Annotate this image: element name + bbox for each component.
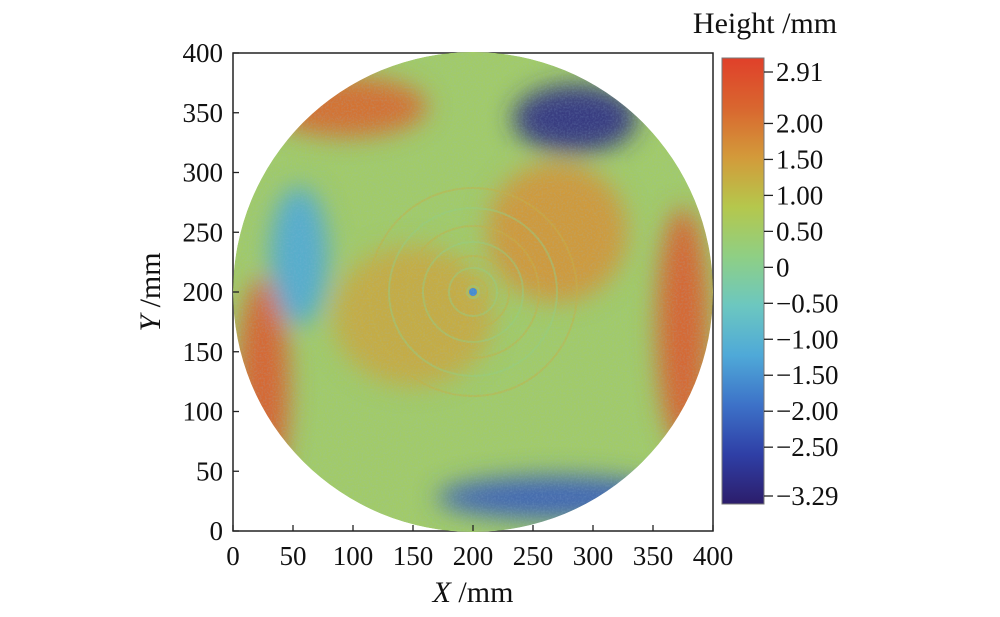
y-axis: 0 50 100 150 200 250 300 350 400: [183, 38, 239, 546]
surface-texture: [233, 53, 713, 531]
y-tick-label: 250: [183, 217, 224, 247]
colorbar-tick-label: 0.50: [776, 216, 823, 246]
colorbar-tick-label: −1.00: [776, 324, 838, 354]
y-tick-label: 400: [183, 38, 224, 68]
x-tick-label: 200: [453, 541, 494, 571]
colorbar-tick-label: 1.50: [776, 144, 823, 174]
y-axis-label: Y /mm: [134, 252, 167, 331]
colorbar-tick-label: 1.00: [776, 180, 823, 210]
y-tick-label: 150: [183, 337, 224, 367]
colorbar-tick-label: −2.50: [776, 432, 838, 462]
colorbar-ticks: 2.91 2.00 1.50 1.00 0.50 0 −0.50 −1.00 −1.50 −2.0…: [764, 57, 838, 511]
x-tick-label: 350: [633, 541, 674, 571]
x-tick-label: 0: [226, 541, 240, 571]
x-tick-label: 250: [513, 541, 554, 571]
x-tick-label: 300: [573, 541, 614, 571]
colorbar-tick-label: −3.29: [776, 481, 838, 511]
colorbar-tick-label: −1.50: [776, 360, 838, 390]
x-axis-label: X /mm: [432, 576, 514, 609]
x-tick-label: 400: [693, 541, 734, 571]
surface-map: [233, 52, 713, 532]
y-tick-label: 100: [183, 397, 224, 427]
y-tick-label: 300: [183, 158, 224, 188]
y-tick-label: 50: [196, 456, 223, 486]
y-tick-label: 200: [183, 277, 224, 307]
x-tick-label: 150: [393, 541, 434, 571]
y-tick-label: 0: [210, 516, 224, 546]
colorbar-tick-label: 0: [776, 252, 790, 282]
x-tick-label: 100: [333, 541, 374, 571]
x-tick-label: 50: [280, 541, 307, 571]
colorbar: [721, 57, 765, 505]
colorbar-tick-label: 2.00: [776, 108, 823, 138]
y-tick-label: 350: [183, 98, 224, 128]
x-axis: 0 50 100 150 200 250 300 350 400: [226, 525, 733, 571]
colorbar-tick-label: 2.91: [776, 57, 823, 87]
colorbar-title: Height /mm: [693, 7, 837, 40]
colorbar-tick-label: −2.00: [776, 396, 838, 426]
colorbar-tick-label: −0.50: [776, 288, 838, 318]
